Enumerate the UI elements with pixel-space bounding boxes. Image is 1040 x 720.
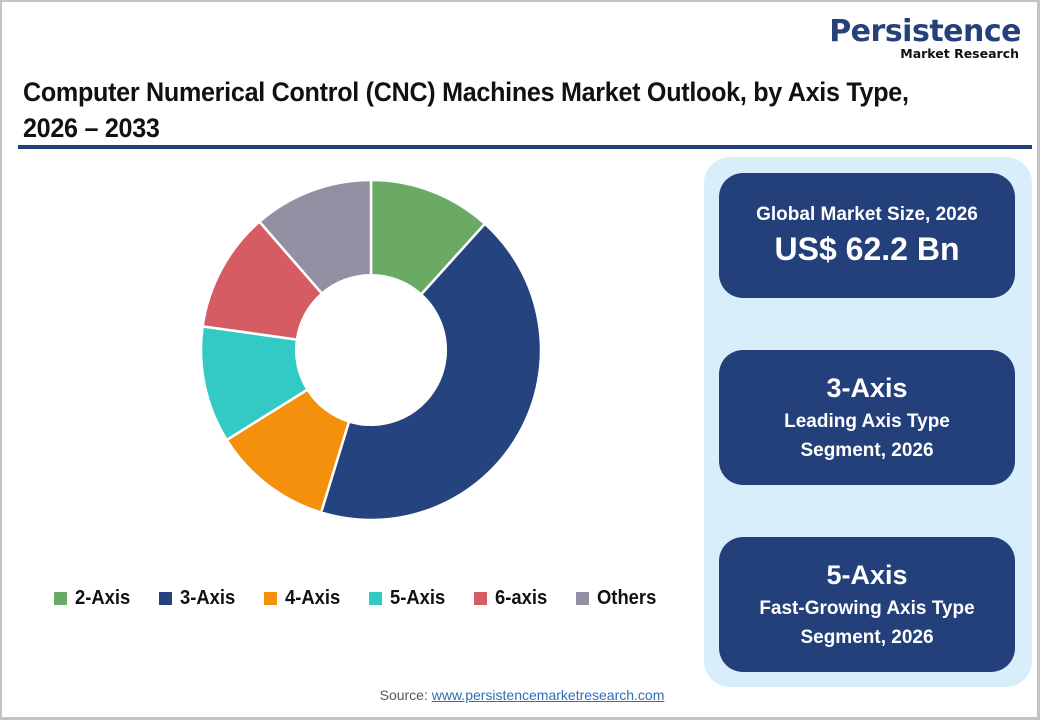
legend-swatch-icon xyxy=(369,591,383,605)
fastest-segment-card: 5-Axis Fast-Growing Axis Type Segment, 2… xyxy=(719,537,1015,672)
logo-name: Persistence xyxy=(829,14,1021,49)
leading-segment-desc-2: Segment, 2026 xyxy=(800,439,934,461)
chart-legend: 2-Axis 3-Axis 4-Axis 5-Axis 6-axis Others xyxy=(54,585,685,611)
fastest-segment-name: 5-Axis xyxy=(826,559,908,590)
legend-item-3-axis: 3-Axis xyxy=(159,587,240,610)
legend-swatch-icon xyxy=(264,591,278,605)
legend-label: Others xyxy=(596,586,657,609)
fastest-segment-desc-2: Segment, 2026 xyxy=(800,626,934,648)
legend-label: 3-Axis xyxy=(180,586,236,609)
legend-item-5-axis: 5-Axis xyxy=(369,587,450,610)
brand-logo: Persistence Market Research xyxy=(811,16,1021,61)
page-title: Computer Numerical Control (CNC) Machine… xyxy=(23,77,909,143)
legend-swatch-icon xyxy=(474,591,488,605)
highlights-panel: Global Market Size, 2026 US$ 62.2 Bn 3-A… xyxy=(704,157,1032,687)
donut-slice-3-axis xyxy=(319,222,543,522)
leading-segment-desc-1: Leading Axis Type xyxy=(784,410,950,432)
market-size-value: US$ 62.2 Bn xyxy=(774,230,960,267)
legend-label: 5-Axis xyxy=(390,586,446,609)
donut-chart-svg xyxy=(199,178,543,522)
legend-swatch-icon xyxy=(575,591,589,605)
leading-segment-name: 3-Axis xyxy=(826,372,908,403)
donut-chart xyxy=(192,172,552,532)
legend-label: 4-Axis xyxy=(285,586,341,609)
legend-label: 2-Axis xyxy=(75,586,131,609)
market-size-card: Global Market Size, 2026 US$ 62.2 Bn xyxy=(719,173,1015,298)
title-divider xyxy=(18,145,1032,149)
legend-item-others: Others xyxy=(575,586,661,610)
logo-subtitle: Market Research xyxy=(900,46,1019,61)
legend-swatch-icon xyxy=(159,591,173,605)
legend-swatch-icon xyxy=(54,591,67,605)
legend-item-4-axis: 4-Axis xyxy=(264,587,345,610)
market-size-label: Global Market Size, 2026 xyxy=(756,203,978,225)
legend-item-6-axis: 6-axis xyxy=(474,587,552,610)
source-prefix: Source: xyxy=(379,687,432,703)
donut-slice-others xyxy=(257,178,373,296)
source-note: Source: www.persistencemarketresearch.co… xyxy=(2,687,1040,703)
legend-label: 6-axis xyxy=(495,586,548,609)
source-link[interactable]: www.persistencemarketresearch.com xyxy=(431,687,665,703)
leading-segment-card: 3-Axis Leading Axis Type Segment, 2026 xyxy=(719,350,1015,485)
fastest-segment-desc-1: Fast-Growing Axis Type xyxy=(759,597,975,619)
legend-item-2-axis: 2-Axis xyxy=(54,587,135,610)
